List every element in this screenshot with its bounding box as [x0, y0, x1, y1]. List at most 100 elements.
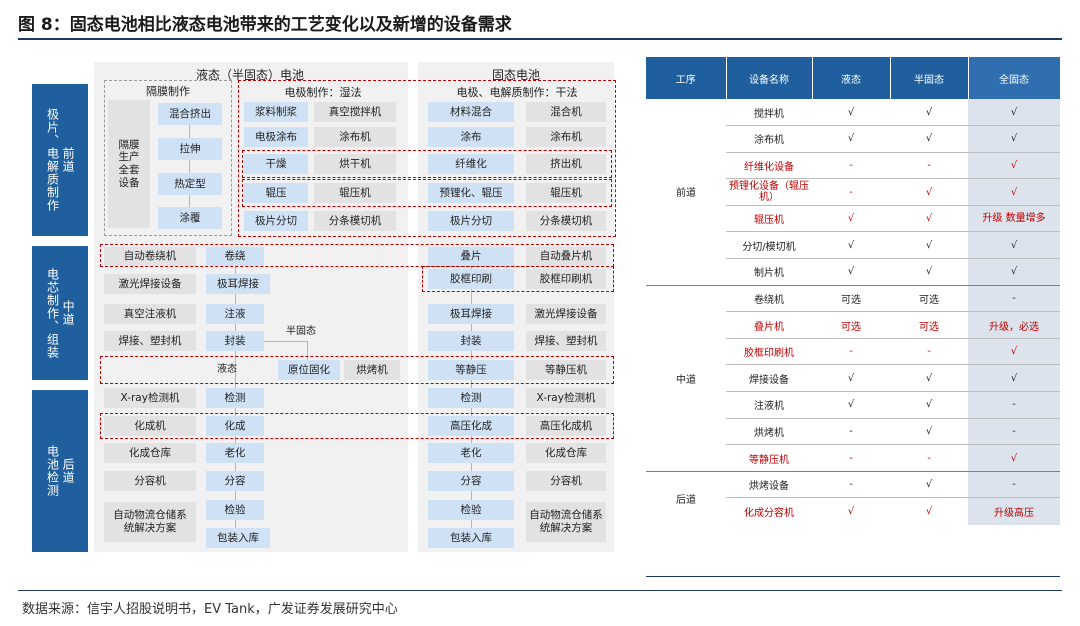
equipment-name: 焊接设备 — [726, 364, 812, 393]
semi-solid-cell: √ — [890, 471, 968, 499]
table-header-row: 工序 设备名称 液态 半固态 全固态 — [646, 57, 1061, 99]
solid-back-equipment-xray: X-ray检测机 — [526, 388, 606, 408]
table-row: 注液机 √ √ - — [646, 391, 1060, 419]
stage-back-desc: 电池检测 — [45, 445, 60, 497]
semi-solid-cell: √ — [890, 178, 968, 206]
stage-middle-name: 中道 — [61, 300, 76, 326]
wet-step-rolling: 辊压 — [244, 183, 308, 203]
semi-solid-cell: √ — [890, 258, 968, 286]
dry-equipment-mixer: 混合机 — [526, 102, 606, 122]
equipment-name: 烘烤设备 — [726, 471, 812, 499]
back-equipment-formation-warehouse: 化成仓库 — [104, 443, 196, 463]
back-equipment-formation: 化成机 — [104, 416, 196, 436]
solid-step-sealing: 封装 — [428, 331, 514, 351]
title-rule — [18, 38, 1062, 40]
liquid-cell: √ — [812, 99, 890, 127]
semi-solid-cell: 可选 — [890, 285, 968, 313]
footer-rule — [18, 590, 1062, 591]
wet-step-slurry: 浆料制浆 — [244, 102, 308, 122]
separator-equipment-label: 隔膜生产全套设备 — [118, 138, 140, 189]
stage-middle: 电芯制作、组装 中道 — [32, 246, 88, 380]
header-liquid: 液态 — [812, 57, 891, 99]
table-row: 焊接设备 √ √ √ — [646, 364, 1060, 393]
wet-equipment-slitter: 分条模切机 — [314, 211, 396, 231]
dry-equipment-extruder: 挤出机 — [526, 154, 606, 174]
liquid-cell: √ — [847, 505, 855, 517]
separator-equipment: 隔膜生产全套设备 — [108, 100, 150, 228]
header-full-solid: 全固态 — [968, 57, 1061, 99]
back-equipment-xray: X-ray检测机 — [104, 388, 196, 408]
back-equipment-grading: 分容机 — [104, 471, 196, 491]
semi-solid-cell: √ — [890, 391, 968, 419]
mid-step-tab-welding: 极耳焊接 — [206, 274, 270, 294]
stage-back: 电池检测 后道 — [32, 390, 88, 552]
solid-back-step-grading: 分容 — [428, 471, 514, 491]
solid-back-step-check: 检验 — [428, 500, 514, 520]
full-solid-cell: 升级，必选 — [968, 311, 1060, 339]
dry-equipment-coater: 涂布机 — [526, 127, 606, 147]
equipment-name: 注液机 — [726, 391, 812, 419]
solid-equipment-stacker: 自动叠片机 — [526, 247, 606, 266]
solid-back-equipment-logistics-label: 自动物流仓储系统解决方案 — [529, 509, 603, 534]
solid-back-equipment-hv-formation: 高压化成机 — [526, 416, 606, 436]
wet-equipment-dryer: 烘干机 — [314, 154, 396, 174]
full-solid-cell: √ — [968, 258, 1060, 286]
liquid-cell: - — [812, 471, 890, 499]
solid-step-tab-welding: 极耳焊接 — [428, 304, 514, 324]
data-source: 数据来源：信宇人招股说明书，EV Tank，广发证券发展研究中心 — [22, 602, 398, 617]
wet-step-drying: 干燥 — [244, 154, 308, 174]
liquid-cell: - — [812, 178, 890, 206]
equipment-name: 烘烤机 — [726, 418, 812, 446]
wet-step-slitting: 极片分切 — [244, 211, 308, 231]
solid-back-step-inspection: 检测 — [428, 388, 514, 408]
table-row: 后道 烘烤设备 - √ - — [646, 471, 1060, 506]
back-step-inspection: 检测 — [206, 388, 264, 408]
full-solid-cell: √ — [968, 231, 1060, 260]
table-row: 烘烤机 - √ - — [646, 418, 1060, 446]
equipment-name: 辊压机 — [726, 205, 812, 233]
full-solid-cell: - — [968, 418, 1060, 446]
semi-solid-cell: - — [890, 338, 968, 366]
semi-solid-cell: √ — [890, 418, 968, 446]
table-row: 前道 搅拌机 √ √ √ — [646, 99, 1060, 286]
separator-step-stretch: 拉伸 — [158, 138, 222, 160]
semi-solid-cell: √ — [925, 505, 933, 517]
solid-equipment-isostatic-press: 等静压机 — [526, 360, 606, 380]
full-solid-cell: √ — [968, 364, 1060, 393]
solid-back-equipment-logistics: 自动物流仓储系统解决方案 — [526, 502, 606, 542]
liquid-cell: 可选 — [812, 311, 890, 339]
solid-step-isostatic: 等静压 — [428, 360, 514, 380]
process-back: 后道 — [676, 494, 696, 506]
separator-flow-line — [189, 110, 190, 220]
equipment-name: 分切/模切机 — [726, 231, 812, 260]
full-solid-cell: √ — [968, 99, 1060, 127]
stage-front-desc: 极片、电解质制作 — [45, 108, 60, 212]
full-solid-cell: √ — [968, 152, 1060, 180]
solid-equipment-sealer: 焊接、塑封机 — [526, 331, 606, 351]
separator-header: 隔膜制作 — [146, 85, 190, 98]
mid-step-filling: 注液 — [206, 304, 264, 324]
dry-step-fibrillation: 纤维化 — [428, 154, 514, 174]
equipment-table: 工序 设备名称 液态 半固态 全固态 前道 搅拌机 √ √ √ 涂布机 √ √ … — [646, 57, 1061, 525]
semi-solid-branch-line — [264, 341, 308, 342]
dry-step-slitting: 极片分切 — [428, 211, 514, 231]
process-front: 前道 — [646, 99, 726, 286]
liquid-battery-header: 液态（半固态）电池 — [195, 68, 304, 82]
wet-step-coating: 电极涂布 — [244, 127, 308, 147]
wet-equipment-vacuum-mixer: 真空搅拌机 — [314, 102, 396, 122]
table-row: 辊压机 √ √ 升级 数量增多 — [646, 205, 1060, 233]
header-equipment: 设备名称 — [726, 57, 813, 99]
dry-step-mixing: 材料混合 — [428, 102, 514, 122]
header-semi-solid: 半固态 — [890, 57, 969, 99]
mid-equipment-vacuum-filler: 真空注液机 — [104, 304, 196, 324]
solid-equipment-frame-printer: 胶框印刷机 — [526, 269, 606, 289]
table-row: 等静压机 - - √ — [646, 444, 1060, 472]
stage-middle-desc: 电芯制作、组装 — [45, 267, 60, 359]
table-row: 叠片机 可选 可选 升级，必选 — [646, 311, 1060, 339]
liquid-cell: 可选 — [812, 285, 890, 313]
dry-step-prelithiation: 预锂化、辊压 — [428, 183, 514, 203]
solid-step-frame-printing: 胶框印刷 — [428, 269, 514, 289]
table-row: 预锂化设备（辊压机） - √ √ — [646, 178, 1060, 206]
semi-solid-cell: - — [890, 152, 968, 180]
equipment-name: 等静压机 — [726, 444, 812, 472]
